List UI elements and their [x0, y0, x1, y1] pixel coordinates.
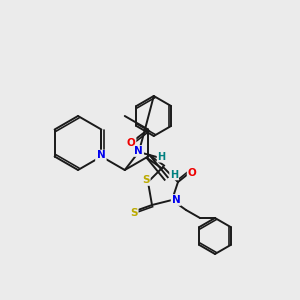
Text: O: O: [127, 137, 136, 148]
Text: O: O: [188, 168, 196, 178]
Text: S: S: [142, 175, 150, 185]
Text: H: H: [158, 152, 166, 162]
Text: N: N: [172, 195, 180, 205]
Text: N: N: [97, 151, 106, 160]
Text: H: H: [170, 169, 178, 179]
Text: S: S: [130, 208, 138, 218]
Text: N: N: [134, 146, 143, 156]
Text: N: N: [96, 152, 105, 161]
